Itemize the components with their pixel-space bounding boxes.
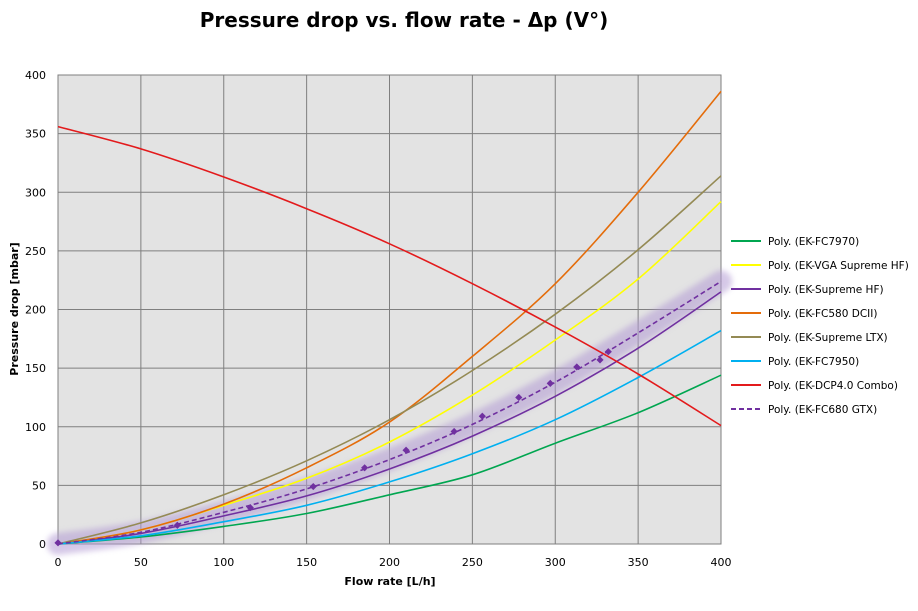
data-point (515, 393, 523, 402)
series-line-poly-ek-fc7970 (57, 374, 722, 545)
x-tick-label: 250 (462, 556, 483, 569)
series-lines (57, 90, 722, 545)
data-markers (54, 348, 612, 547)
gridlines (58, 75, 721, 544)
data-point (573, 363, 581, 371)
x-tick-label: 200 (379, 556, 400, 569)
data-point (54, 539, 62, 547)
legend-entry-poly-ek-fc580-dcii: Poly. (EK-FC580 DCII) (768, 308, 877, 320)
series-line-poly-ek-fc7950 (57, 329, 722, 545)
y-tick-label: 250 (25, 245, 46, 258)
y-tick-label: 100 (25, 421, 46, 434)
x-tick-label: 150 (296, 556, 317, 569)
legend-entry-poly-ek-fc7970: Poly. (EK-FC7970) (768, 236, 859, 248)
x-tick-label: 0 (55, 556, 62, 569)
y-tick-label: 200 (25, 304, 46, 317)
y-axis-label: Pressure drop [mbar] (8, 242, 21, 375)
x-tick-label: 350 (628, 556, 649, 569)
data-point (546, 379, 554, 387)
y-tick-label: 300 (25, 186, 46, 199)
data-point (246, 504, 254, 512)
legend: Poly. (EK-FC7970) Poly. (EK-VGA Supreme H… (731, 236, 909, 416)
legend-entry-poly-ek-dcp4-0-combo: Poly. (EK-DCP4.0 Combo) (768, 380, 898, 392)
legend-entry-poly-ek-supreme-hf: Poly. (EK-Supreme HF) (768, 284, 884, 296)
x-tick-labels: 0 50 100 150 200 250 300 350 400 (55, 556, 732, 569)
data-point (402, 446, 410, 454)
x-tick-label: 50 (134, 556, 148, 569)
plot-border (57, 74, 722, 545)
chart-title: Pressure drop vs. flow rate - Δp (V°) (199, 8, 609, 32)
series-line-poly-ek-dcp4-0-combo (57, 125, 722, 427)
y-tick-labels: 0 50 100 150 200 250 300 350 400 (25, 69, 46, 551)
y-tick-label: 350 (25, 128, 46, 141)
x-tick-label: 100 (213, 556, 234, 569)
data-point (173, 521, 181, 529)
series-line-poly-ek-supreme-ltx (57, 175, 722, 545)
series-line-poly-ek-fc680-gtx (57, 280, 722, 545)
legend-entry-poly-ek-supreme-ltx: Poly. (EK-Supreme LTX) (768, 332, 888, 344)
y-tick-label: 150 (25, 362, 46, 375)
data-point (309, 482, 317, 491)
data-point (450, 427, 458, 436)
x-tick-label: 400 (711, 556, 732, 569)
x-tick-label: 300 (545, 556, 566, 569)
data-point (478, 412, 486, 420)
y-tick-label: 0 (39, 538, 46, 551)
data-point (596, 356, 604, 364)
legend-entry-poly-ek-vga-supreme-hf: Poly. (EK-VGA Supreme HF) (768, 260, 909, 272)
series-line-poly-ek-supreme-hf (57, 291, 722, 545)
data-point (604, 348, 612, 356)
data-point (361, 464, 369, 472)
x-axis-label: Flow rate [L/h] (344, 575, 435, 588)
y-tick-label: 50 (32, 479, 46, 492)
legend-entry-poly-ek-fc7950: Poly. (EK-FC7950) (768, 356, 859, 368)
y-tick-label: 400 (25, 69, 46, 82)
legend-entry-poly-ek-fc680-gtx: Poly. (EK-FC680 GTX) (768, 404, 877, 416)
